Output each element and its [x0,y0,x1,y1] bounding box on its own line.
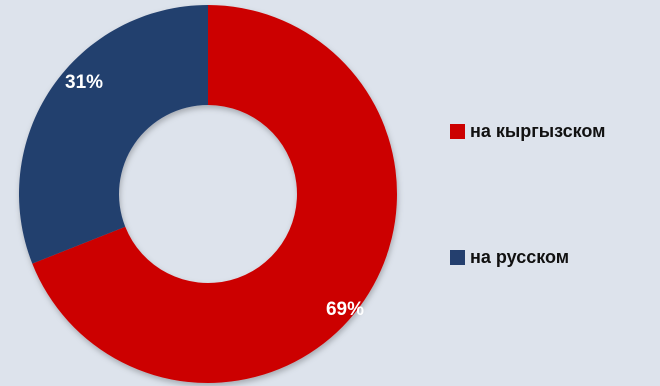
legend-item-2: на русском [450,247,569,267]
legend-label-2: на русском [470,247,569,267]
donut-slice-2 [19,5,209,264]
slice-labels: 69% 31% [65,72,364,320]
legend-label-1: на кыргызском [470,121,605,141]
slice-value-label-2: 31% [65,72,103,93]
legend: на кыргызском на русском [450,121,605,267]
legend-swatch-1 [450,124,465,139]
donut-slices [19,5,397,384]
slice-value-label-1: 69% [326,299,364,320]
donut-slice-1 [32,5,397,384]
legend-item-1: на кыргызском [450,121,605,141]
legend-swatch-2 [450,250,465,265]
